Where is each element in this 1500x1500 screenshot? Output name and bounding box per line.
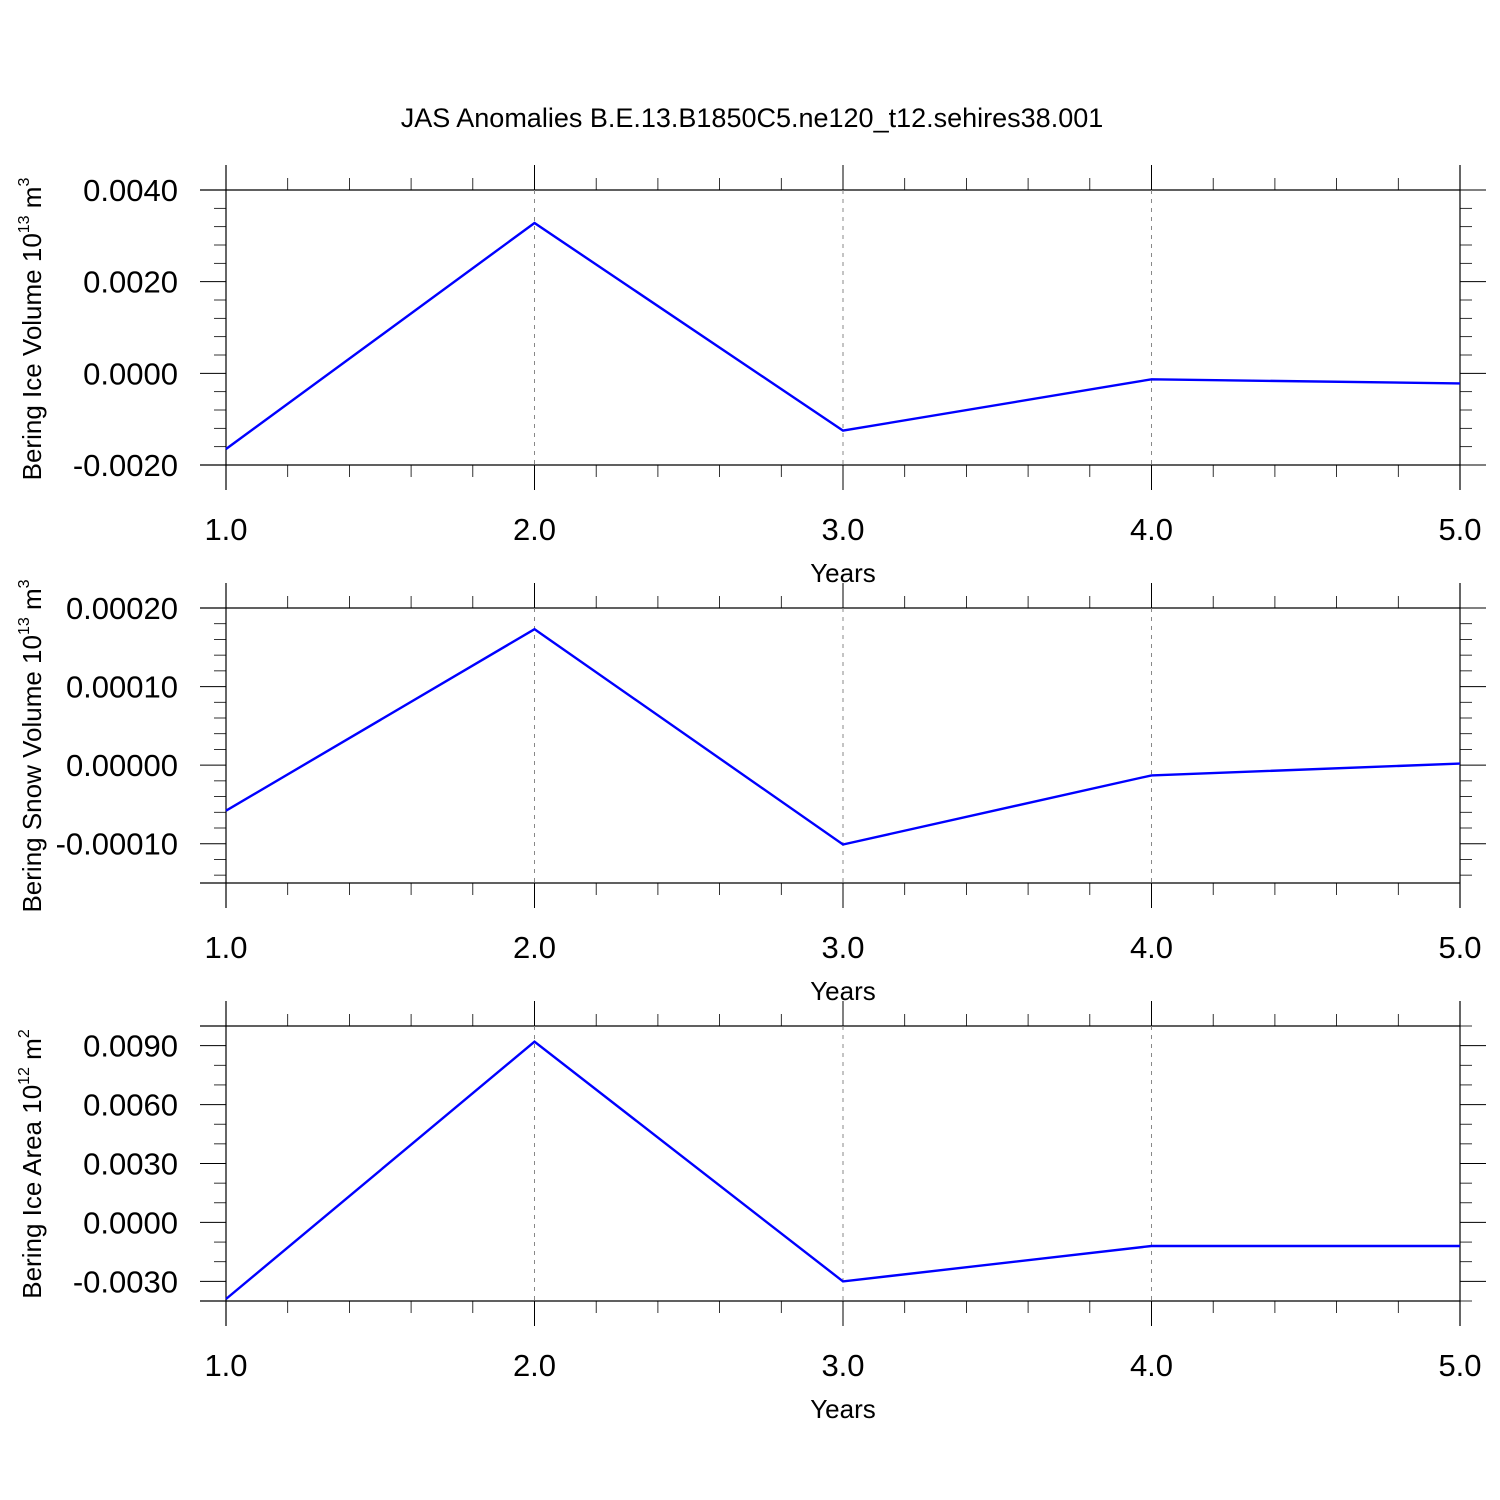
y-tick-label: 0.0000 [83, 1205, 178, 1240]
x-tick-label: 2.0 [513, 512, 556, 547]
y-tick-label: 0.00000 [66, 748, 178, 783]
series-line [225, 221, 1461, 450]
x-tick-label: 5.0 [1438, 930, 1481, 965]
y-axis-title: Bering Ice Volume 1013 m3 [16, 178, 47, 481]
x-tick-label: 1.0 [204, 1348, 247, 1383]
chart-panel: 1.0 2.0 3.0 4.0 5.0 0.0040 0.0020 0.0000 -0.0020… [16, 165, 1486, 588]
y-tick-label: 0.0020 [83, 265, 178, 300]
panels: 1.0 2.0 3.0 4.0 5.0 0.0040 0.0020 0.0000 -0.0020… [16, 165, 1486, 1424]
y-tick-label: 0.0030 [83, 1147, 178, 1182]
x-tick-label: 4.0 [1130, 512, 1173, 547]
chart-panel: 1.0 2.0 3.0 4.0 5.0 0.0090 0.0060 0.0030 0.0000 -… [16, 1001, 1486, 1424]
y-axis-title: Bering Snow Volume 1013 m3 [16, 579, 47, 912]
chart-panel: 1.0 2.0 3.0 4.0 5.0 0.00020 0.00010 0.00000 -0.0… [16, 579, 1486, 1006]
x-tick-label: 4.0 [1130, 930, 1173, 965]
y-tick-label: 0.0090 [83, 1029, 178, 1064]
x-tick-label: 2.0 [513, 930, 556, 965]
x-tick-label: 1.0 [204, 512, 247, 547]
y-tick-label: 0.0000 [83, 356, 178, 391]
x-tick-label: 2.0 [513, 1348, 556, 1383]
series-line [225, 1040, 1460, 1300]
y-tick-label: 0.0060 [83, 1088, 178, 1123]
y-tick-label: -0.00010 [56, 827, 178, 862]
x-tick-label: 5.0 [1438, 512, 1481, 547]
y-tick-label: -0.0020 [73, 448, 178, 483]
x-axis-title: Years [810, 1394, 876, 1424]
y-tick-label: 0.00020 [66, 591, 178, 626]
y-tick-label: 0.00010 [66, 670, 178, 705]
y-axis-title: Bering Ice Area 1012 m2 [16, 1029, 47, 1299]
x-tick-label: 3.0 [821, 1348, 864, 1383]
y-tick-label: -0.0030 [73, 1264, 178, 1299]
x-tick-label: 3.0 [821, 512, 864, 547]
x-tick-label: 1.0 [204, 930, 247, 965]
chart-title: JAS Anomalies B.E.13.B1850C5.ne120_t12.s… [401, 103, 1104, 133]
y-tick-label: 0.0040 [83, 173, 178, 208]
x-tick-label: 3.0 [821, 930, 864, 965]
x-tick-label: 4.0 [1130, 1348, 1173, 1383]
x-tick-label: 5.0 [1438, 1348, 1481, 1383]
